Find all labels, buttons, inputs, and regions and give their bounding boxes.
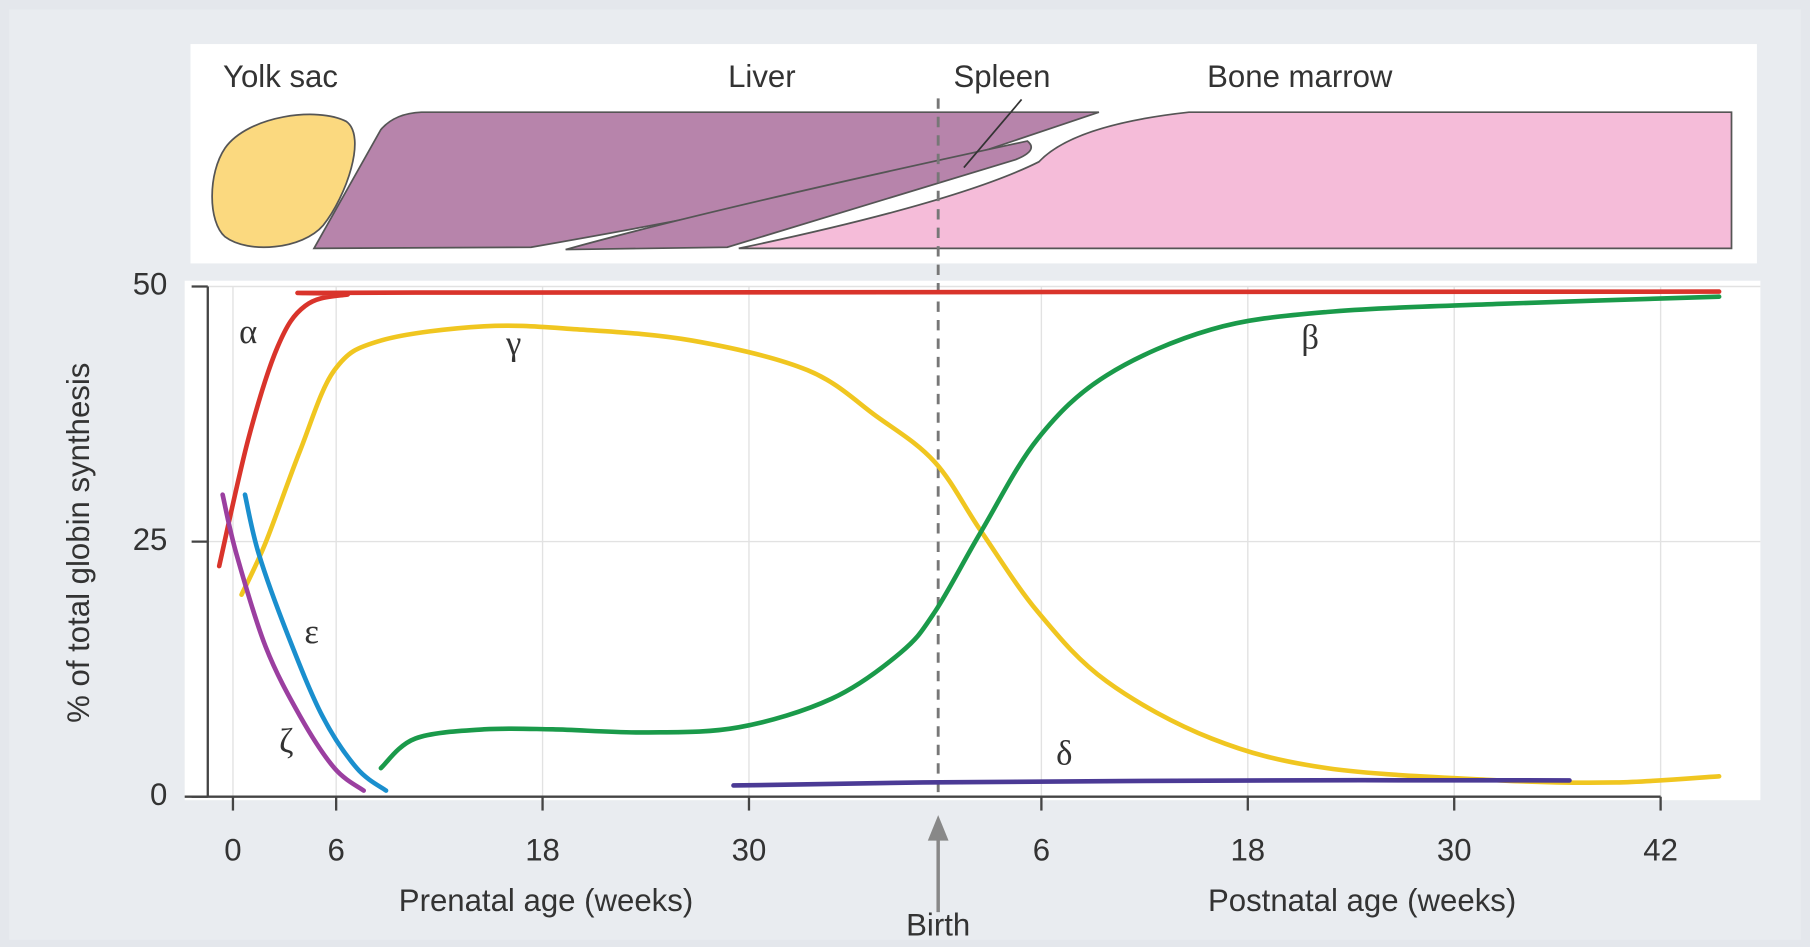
series-label: γ xyxy=(505,324,521,362)
x-tick-label: 6 xyxy=(1033,832,1050,867)
plot-panel xyxy=(185,281,1761,800)
y-tick-label: 0 xyxy=(150,777,167,812)
x-tick-label: 6 xyxy=(327,832,344,867)
series-label: ε xyxy=(304,613,319,651)
x-tick-label: 18 xyxy=(1230,832,1265,867)
organ-label: Spleen xyxy=(953,59,1050,94)
series-label: ζ xyxy=(279,723,293,761)
x-tick-label: 30 xyxy=(732,832,767,867)
x-axis-label: Postnatal age (weeks) xyxy=(1208,883,1516,918)
series-label: δ xyxy=(1056,734,1072,772)
x-tick-label: 30 xyxy=(1437,832,1472,867)
x-tick-label: 18 xyxy=(525,832,560,867)
chart: Yolk sac Liver Spleen Bone marrow % of t… xyxy=(0,0,1810,947)
y-tick-label: 50 xyxy=(133,267,168,302)
organ-label: Yolk sac xyxy=(223,59,338,94)
birth-label: Birth xyxy=(906,907,970,942)
organ-label: Bone marrow xyxy=(1207,59,1393,94)
series-label: α xyxy=(239,313,257,351)
y-tick-label: 25 xyxy=(133,522,168,557)
page: {"chart_data": { "type": "line", "organs… xyxy=(0,0,1810,947)
y-axis-label: % of total globin synthesis xyxy=(61,363,96,723)
x-tick-label: 42 xyxy=(1643,832,1678,867)
x-axis-label: Prenatal age (weeks) xyxy=(399,883,693,918)
organ-label: Liver xyxy=(728,59,796,94)
series-label: β xyxy=(1301,319,1319,357)
x-tick-label: 0 xyxy=(224,832,241,867)
